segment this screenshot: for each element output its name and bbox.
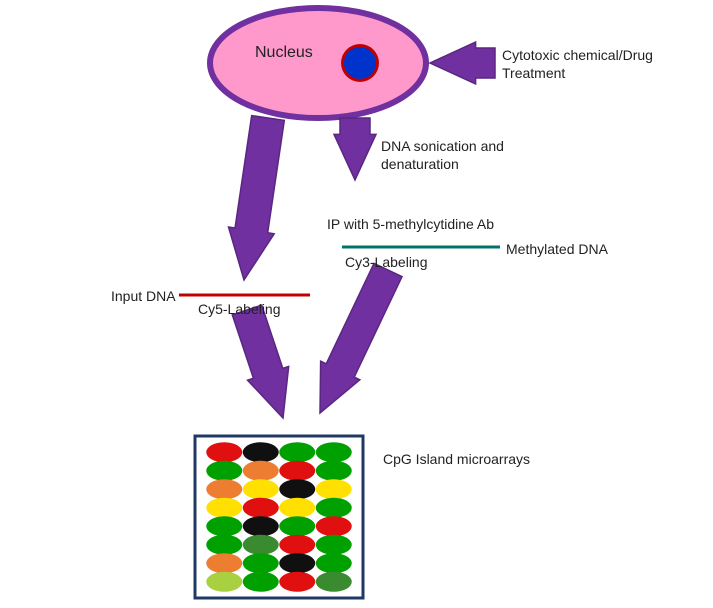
array-spot <box>316 553 352 573</box>
array-spot <box>243 553 279 573</box>
array-spot <box>279 572 315 592</box>
array-spot <box>316 535 352 555</box>
sonication-arrow <box>334 118 376 180</box>
sonication-label: DNA sonication and denaturation <box>381 137 551 173</box>
cy5-label: Cy5-Labeling <box>198 300 281 318</box>
array-spot <box>316 479 352 499</box>
array-spot <box>279 498 315 518</box>
cy3-to-array-arrow <box>300 261 407 423</box>
nucleolus <box>344 47 376 79</box>
array-spot <box>243 516 279 536</box>
input-dna-arrow <box>221 115 291 284</box>
array-spot <box>243 461 279 481</box>
array-spot <box>206 498 242 518</box>
array-spot <box>279 535 315 555</box>
input-dna-label: Input DNA <box>111 287 176 305</box>
array-spot <box>243 442 279 462</box>
array-spot <box>243 572 279 592</box>
array-spot <box>243 535 279 555</box>
array-spot <box>316 442 352 462</box>
array-spot <box>316 516 352 536</box>
methylated-dna-label: Methylated DNA <box>506 240 608 258</box>
array-spot <box>206 479 242 499</box>
array-spot <box>279 516 315 536</box>
array-spot <box>316 461 352 481</box>
array-spot <box>243 498 279 518</box>
array-spot <box>206 442 242 462</box>
array-spot <box>243 479 279 499</box>
ip-label: IP with 5-methylcytidine Ab <box>327 215 547 233</box>
array-spot <box>279 442 315 462</box>
array-spot <box>279 479 315 499</box>
cy3-label: Cy3-Labeling <box>345 253 428 271</box>
cy5-to-array-arrow <box>226 303 303 425</box>
treatment-label: Cytotoxic chemical/Drug Treatment <box>502 46 702 82</box>
treatment-arrow <box>430 42 495 84</box>
array-spot <box>316 498 352 518</box>
cpg-label: CpG Island microarrays <box>383 450 530 468</box>
array-spot <box>206 516 242 536</box>
array-spot <box>206 572 242 592</box>
array-spot <box>316 572 352 592</box>
array-spot <box>206 535 242 555</box>
array-spot <box>206 461 242 481</box>
cell-nucleus <box>210 8 426 118</box>
array-spot <box>279 461 315 481</box>
nucleus-label: Nucleus <box>255 43 313 64</box>
array-spot <box>206 553 242 573</box>
array-spot <box>279 553 315 573</box>
